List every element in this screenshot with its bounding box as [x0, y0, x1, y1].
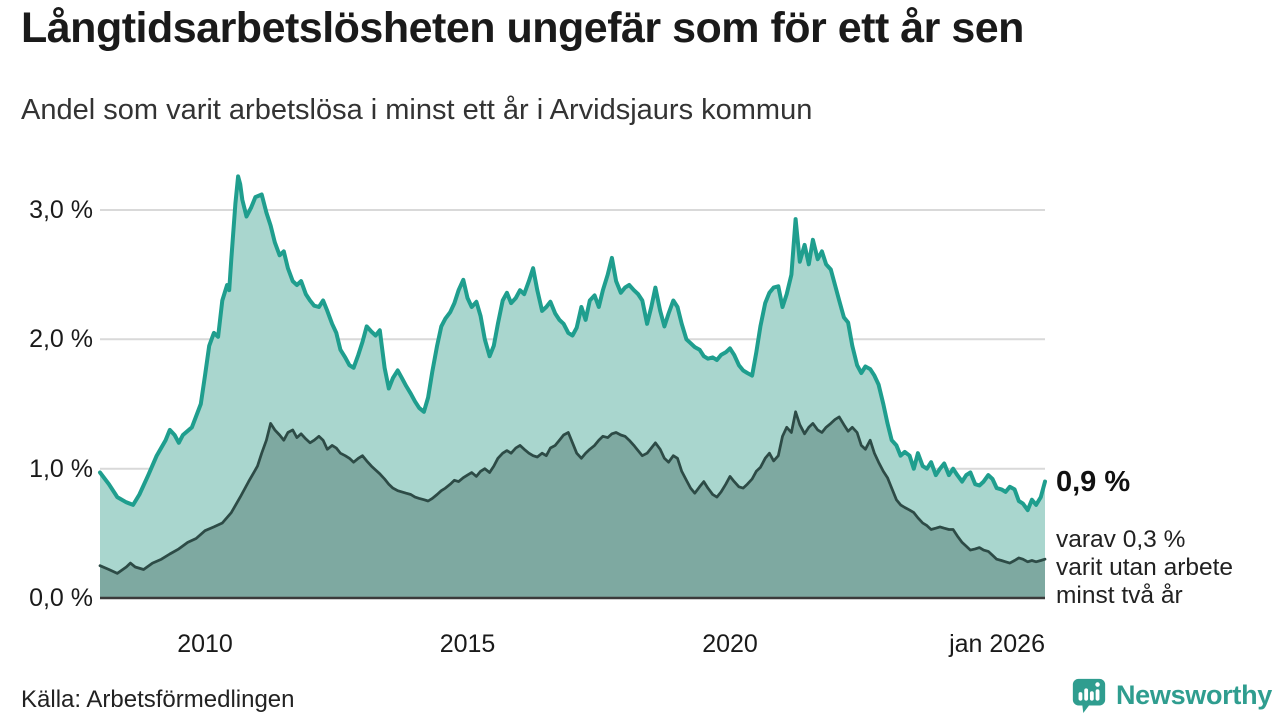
- sub-annotation: varav 0,3 % varit utan arbete minst två …: [1056, 526, 1233, 610]
- y-tick-label: 0,0 %: [29, 584, 93, 612]
- chart-subtitle: Andel som varit arbetslösa i minst ett å…: [21, 94, 813, 126]
- y-tick-label: 1,0 %: [29, 454, 93, 483]
- series-min-two-years-area: [100, 411, 1045, 598]
- brand-logo: Newsworthy: [1070, 676, 1272, 714]
- x-tick-label: jan 2026: [949, 630, 1045, 658]
- page-title: Långtidsarbetslösheten ungefär som för e…: [21, 4, 1024, 52]
- newsworthy-pin-icon: [1070, 676, 1108, 714]
- brand-name: Newsworthy: [1115, 679, 1272, 710]
- sub-annotation-line: minst två år: [1056, 582, 1183, 609]
- x-tick-label: 2010: [177, 630, 233, 658]
- x-tick-label: 2015: [439, 630, 496, 658]
- end-value-annotation: 0,9 %: [1056, 465, 1131, 498]
- x-tick-label: 2020: [702, 630, 758, 658]
- series-min-one-year-line: [98, 174, 1047, 513]
- series-min-two-years-line: [98, 410, 1047, 575]
- y-tick-label: 2,0 %: [29, 325, 93, 354]
- sub-annotation-line: varav 0,3 %: [1056, 526, 1186, 553]
- y-tick-label: 3,0 %: [29, 196, 93, 224]
- sub-annotation-line: varit utan arbete: [1056, 554, 1234, 581]
- source-credit: Källa: Arbetsförmedlingen: [21, 686, 295, 713]
